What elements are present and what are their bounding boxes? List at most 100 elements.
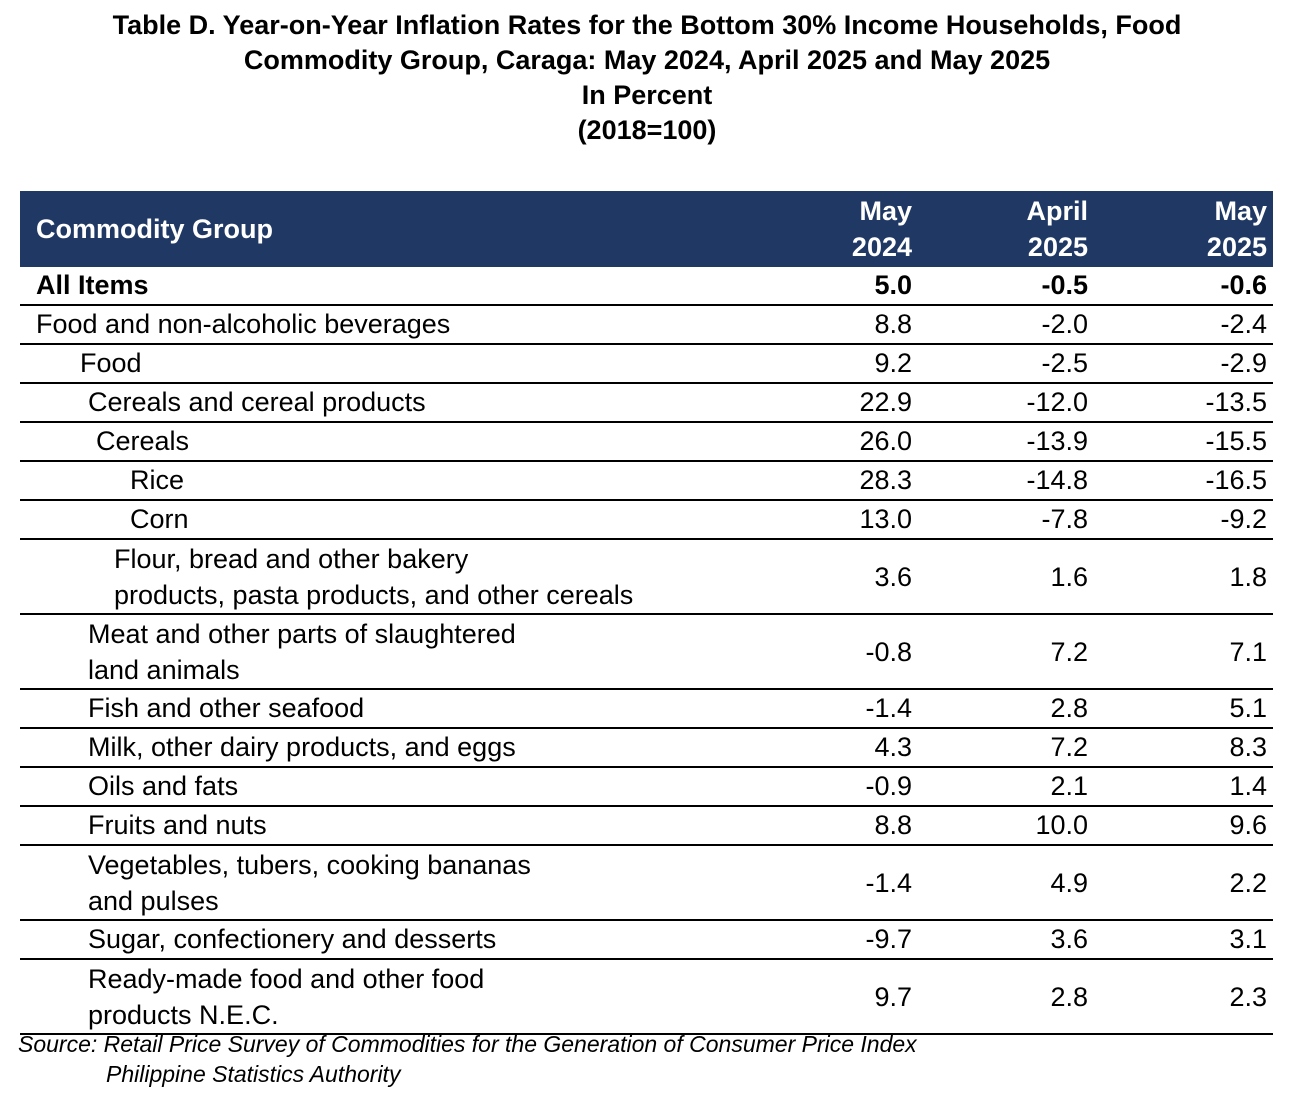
row-label: Ready-made food and other food products N… bbox=[20, 959, 775, 1035]
row-label: Food and non-alcoholic beverages bbox=[20, 305, 775, 345]
header-may-2025-month: May bbox=[1214, 196, 1267, 226]
cell-may-2025: -15.5 bbox=[1094, 422, 1273, 462]
table-row-fish-and-other-seafood: Fish and other seafood -1.4 2.8 5.1 bbox=[20, 689, 1273, 729]
header-may-2025-year: 2025 bbox=[1206, 232, 1267, 262]
cell-april-2025: 2.8 bbox=[918, 959, 1094, 1035]
title-unit: In Percent bbox=[581, 80, 713, 110]
row-label: Vegetables, tubers, cooking bananas and p… bbox=[20, 845, 775, 921]
row-label: Cereals bbox=[20, 422, 775, 462]
cell-april-2025: 7.2 bbox=[918, 728, 1094, 768]
row-label-line-2: products N.E.C. bbox=[88, 999, 279, 1030]
cell-april-2025: 2.8 bbox=[918, 689, 1094, 729]
row-label: All Items bbox=[20, 267, 775, 306]
cell-may-2024: 3.6 bbox=[775, 539, 918, 615]
table-row-fruits-and-nuts: Fruits and nuts 8.8 10.0 9.6 bbox=[20, 806, 1273, 846]
cell-april-2025: 3.6 bbox=[918, 920, 1094, 960]
header-may-2024: May 2024 bbox=[775, 191, 918, 267]
source-line-1: Source: Retail Price Survey of Commoditi… bbox=[18, 1031, 917, 1057]
row-label: Food bbox=[20, 344, 775, 384]
cell-april-2025: 2.1 bbox=[918, 767, 1094, 807]
row-label: Fish and other seafood bbox=[20, 689, 775, 729]
header-may-2024-year: 2024 bbox=[851, 232, 912, 262]
source-note: Source: Retail Price Survey of Commoditi… bbox=[18, 1029, 917, 1089]
cell-may-2025: 8.3 bbox=[1094, 728, 1273, 768]
table-row-food: Food 9.2 -2.5 -2.9 bbox=[20, 344, 1273, 384]
cell-april-2025: -7.8 bbox=[918, 500, 1094, 540]
cell-may-2024: 9.2 bbox=[775, 344, 918, 384]
table-row-food-and-non-alcoholic-beverages: Food and non-alcoholic beverages 8.8 -2.… bbox=[20, 305, 1273, 345]
row-label-line-2: and pulses bbox=[88, 885, 219, 916]
cell-may-2024: 26.0 bbox=[775, 422, 918, 462]
cell-april-2025: -2.5 bbox=[918, 344, 1094, 384]
table-row-cereals-and-cereal-products: Cereals and cereal products 22.9 -12.0 -… bbox=[20, 383, 1273, 423]
cell-may-2025: -16.5 bbox=[1094, 461, 1273, 501]
row-label-line-1: Meat and other parts of slaughtered bbox=[88, 618, 516, 649]
cell-may-2025: -2.9 bbox=[1094, 344, 1273, 384]
row-label: Fruits and nuts bbox=[20, 806, 775, 846]
cell-may-2024: -1.4 bbox=[775, 689, 918, 729]
cell-april-2025: -13.9 bbox=[918, 422, 1094, 462]
header-april-2025: April 2025 bbox=[918, 191, 1094, 267]
cell-april-2025: -2.0 bbox=[918, 305, 1094, 345]
cell-april-2025: 1.6 bbox=[918, 539, 1094, 615]
cell-may-2024: 13.0 bbox=[775, 500, 918, 540]
cell-may-2025: 1.8 bbox=[1094, 539, 1273, 615]
cell-may-2025: 1.4 bbox=[1094, 767, 1273, 807]
cell-may-2024: 5.0 bbox=[775, 267, 918, 306]
row-label-line-2: products, pasta products, and other cere… bbox=[114, 579, 634, 610]
table-row-milk-dairy-eggs: Milk, other dairy products, and eggs 4.3… bbox=[20, 728, 1273, 768]
title-line-1: Table D. Year-on-Year Inflation Rates fo… bbox=[112, 10, 1182, 40]
header-commodity-group: Commodity Group bbox=[36, 213, 273, 244]
cell-may-2024: -0.9 bbox=[775, 767, 918, 807]
row-label: Flour, bread and other bakery products, p… bbox=[20, 539, 775, 615]
cell-april-2025: 7.2 bbox=[918, 614, 1094, 690]
cell-may-2024: -0.8 bbox=[775, 614, 918, 690]
table-row-vegetables: Vegetables, tubers, cooking bananas and p… bbox=[20, 845, 1273, 921]
row-label: Oils and fats bbox=[20, 767, 775, 807]
title-line-2: Commodity Group, Caraga: May 2024, April… bbox=[243, 45, 1051, 75]
table-title: Table D. Year-on-Year Inflation Rates fo… bbox=[0, 8, 1294, 148]
cell-may-2024: 9.7 bbox=[775, 959, 918, 1035]
table-row-sugar-confectionery-desserts: Sugar, confectionery and desserts -9.7 3… bbox=[20, 920, 1273, 960]
cell-april-2025: -12.0 bbox=[918, 383, 1094, 423]
row-label-line-1: Ready-made food and other food bbox=[88, 963, 485, 994]
cell-may-2025: 7.1 bbox=[1094, 614, 1273, 690]
table-row-oils-and-fats: Oils and fats -0.9 2.1 1.4 bbox=[20, 767, 1273, 807]
row-label: Milk, other dairy products, and eggs bbox=[20, 728, 775, 768]
cell-april-2025: -0.5 bbox=[918, 267, 1094, 306]
row-label: Rice bbox=[20, 461, 775, 501]
cell-may-2025: 2.3 bbox=[1094, 959, 1273, 1035]
table-row-all-items: All Items 5.0 -0.5 -0.6 bbox=[20, 267, 1273, 306]
cell-may-2025: 2.2 bbox=[1094, 845, 1273, 921]
table-row-ready-made-food: Ready-made food and other food products N… bbox=[20, 959, 1273, 1035]
row-label: Meat and other parts of slaughtered land … bbox=[20, 614, 775, 690]
row-label: Corn bbox=[20, 500, 775, 540]
cell-april-2025: -14.8 bbox=[918, 461, 1094, 501]
title-base-year: (2018=100) bbox=[577, 115, 717, 145]
row-label-line-1: Flour, bread and other bakery bbox=[114, 543, 469, 574]
cell-may-2024: 22.9 bbox=[775, 383, 918, 423]
table-row-rice: Rice 28.3 -14.8 -16.5 bbox=[20, 461, 1273, 501]
cell-may-2025: 9.6 bbox=[1094, 806, 1273, 846]
cell-may-2025: -13.5 bbox=[1094, 383, 1273, 423]
table-row-cereals: Cereals 26.0 -13.9 -15.5 bbox=[20, 422, 1273, 462]
row-label: Sugar, confectionery and desserts bbox=[20, 920, 775, 960]
cell-may-2024: -9.7 bbox=[775, 920, 918, 960]
cell-may-2024: -1.4 bbox=[775, 845, 918, 921]
cell-may-2024: 28.3 bbox=[775, 461, 918, 501]
source-line-2: Philippine Statistics Authority bbox=[106, 1061, 401, 1087]
cell-may-2024: 8.8 bbox=[775, 806, 918, 846]
header-may-2025: May 2025 bbox=[1094, 191, 1273, 267]
inflation-table: Commodity Group May 2024 April 2025 May 202… bbox=[20, 191, 1273, 1035]
cell-may-2024: 8.8 bbox=[775, 305, 918, 345]
cell-april-2025: 4.9 bbox=[918, 845, 1094, 921]
cell-april-2025: 10.0 bbox=[918, 806, 1094, 846]
cell-may-2025: -9.2 bbox=[1094, 500, 1273, 540]
table-row-corn: Corn 13.0 -7.8 -9.2 bbox=[20, 500, 1273, 540]
row-label: Cereals and cereal products bbox=[20, 383, 775, 423]
cell-may-2024: 4.3 bbox=[775, 728, 918, 768]
row-label-line-2: land animals bbox=[88, 654, 240, 685]
header-april-2025-month: April bbox=[1026, 196, 1088, 226]
table-row-flour-bread-bakery: Flour, bread and other bakery products, p… bbox=[20, 539, 1273, 615]
cell-may-2025: -2.4 bbox=[1094, 305, 1273, 345]
